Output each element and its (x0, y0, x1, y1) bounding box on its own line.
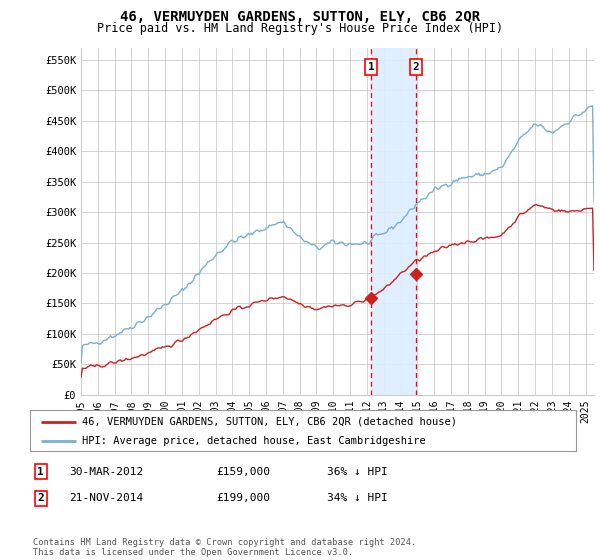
Text: 21-NOV-2014: 21-NOV-2014 (69, 493, 143, 503)
Text: 34% ↓ HPI: 34% ↓ HPI (327, 493, 388, 503)
Text: 1: 1 (368, 62, 374, 72)
Text: Price paid vs. HM Land Registry's House Price Index (HPI): Price paid vs. HM Land Registry's House … (97, 22, 503, 35)
Text: 30-MAR-2012: 30-MAR-2012 (69, 466, 143, 477)
Text: 2: 2 (37, 493, 44, 503)
Text: Contains HM Land Registry data © Crown copyright and database right 2024.
This d: Contains HM Land Registry data © Crown c… (33, 538, 416, 557)
Text: £159,000: £159,000 (216, 466, 270, 477)
Text: 36% ↓ HPI: 36% ↓ HPI (327, 466, 388, 477)
Text: £199,000: £199,000 (216, 493, 270, 503)
Bar (371, 48, 416, 395)
Text: 46, VERMUYDEN GARDENS, SUTTON, ELY, CB6 2QR: 46, VERMUYDEN GARDENS, SUTTON, ELY, CB6 … (120, 10, 480, 24)
Text: 2: 2 (412, 62, 419, 72)
Text: 46, VERMUYDEN GARDENS, SUTTON, ELY, CB6 2QR (detached house): 46, VERMUYDEN GARDENS, SUTTON, ELY, CB6 … (82, 417, 457, 427)
Text: HPI: Average price, detached house, East Cambridgeshire: HPI: Average price, detached house, East… (82, 436, 425, 446)
Text: 1: 1 (37, 466, 44, 477)
